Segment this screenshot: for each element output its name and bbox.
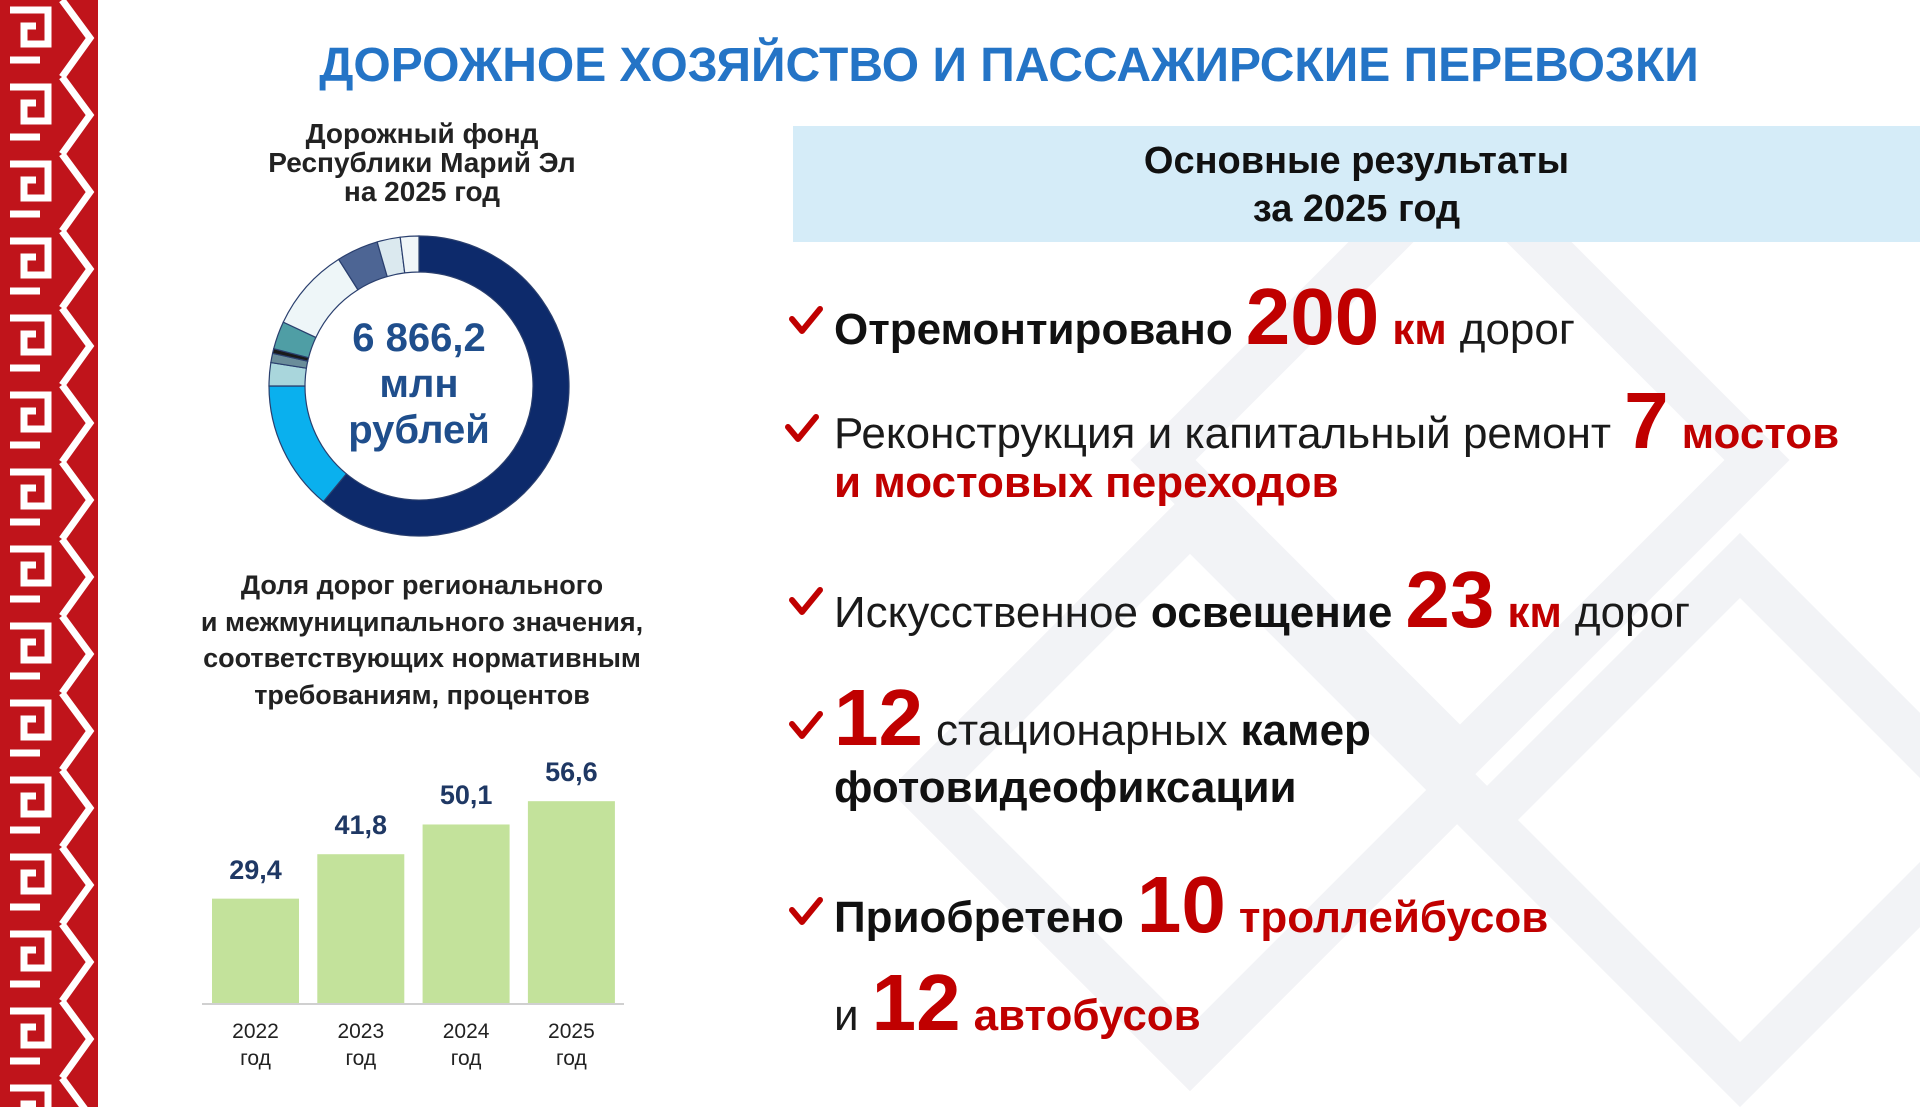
bar — [212, 898, 299, 1004]
chart-title: Республики Марий Эл — [268, 147, 576, 178]
result-text: км — [1507, 588, 1562, 637]
chart-title: на 2025 год — [343, 176, 501, 207]
center-text: 6 866,2 — [352, 316, 486, 360]
bar — [422, 824, 510, 1004]
result-text: дорог — [1459, 305, 1575, 354]
result-text: Отремонтировано — [834, 305, 1233, 354]
bar — [527, 801, 615, 1004]
donut-segment — [399, 235, 420, 274]
result-text: и мостовых переходов — [834, 458, 1339, 507]
result-line: Приобретено 10 троллейбусов — [834, 857, 1548, 953]
result-text: мостов — [1681, 409, 1840, 458]
x-tick-label: 2025 год — [548, 1020, 595, 1070]
value-label: 50,1 — [439, 780, 493, 811]
result-text: Реконструкция и капитальный ремонт — [834, 409, 1612, 458]
chart-title: Доля дорог регионального — [240, 570, 604, 600]
check-icon — [789, 587, 823, 615]
result-text: 12 — [871, 958, 961, 1047]
check-icon — [789, 711, 823, 739]
center-text: млн — [379, 362, 459, 406]
result-text: 200 — [1245, 272, 1380, 361]
check-icon — [789, 306, 823, 334]
ornament-strip — [0, 0, 98, 1107]
center-text: рублей — [348, 408, 490, 452]
result-text: камер — [1240, 706, 1371, 755]
result-text: Приобретено — [834, 893, 1124, 942]
result-line: Реконструкция и капитальный ремонт 7 мосто… — [834, 373, 1839, 469]
result-line: фотовидеофиксации — [834, 740, 1297, 836]
result-text: 7 — [1624, 376, 1669, 465]
result-text: троллейбусов — [1238, 893, 1549, 942]
result-text: 23 — [1405, 555, 1495, 644]
x-tick-label: 2022 год — [232, 1020, 279, 1070]
chart-title: соответствующих нормативным — [203, 643, 641, 673]
result-text: автобусов — [973, 991, 1201, 1040]
result-line: Искусственное освещение 23 км дорог — [834, 552, 1690, 648]
result-text: и — [834, 991, 859, 1040]
x-tick-label: 2023 год — [337, 1020, 385, 1070]
value-label: 29,4 — [229, 854, 282, 885]
chart-title: Дорожный фонд — [305, 118, 539, 149]
results-title: Основные результаты — [1143, 140, 1570, 182]
page-title: ДОРОЖНОЕ ХОЗЯЙСТВО И ПАССАЖИРСКИЕ ПЕРЕВО… — [319, 39, 1699, 92]
bar — [317, 854, 405, 1004]
result-text: фотовидеофиксации — [834, 763, 1297, 812]
result-text: стационарных — [935, 706, 1228, 755]
result-line: и мостовых переходов — [834, 435, 1339, 531]
chart-title: требованиям, процентов — [254, 679, 590, 710]
result-text: км — [1392, 305, 1447, 354]
chart-title: и межмуниципального значения, — [200, 606, 644, 637]
check-icon — [789, 897, 823, 925]
result-line: 12 стационарных камер — [834, 670, 1371, 766]
x-tick-label: 2024 год — [442, 1020, 490, 1070]
result-line: и 12 автобусов — [834, 955, 1201, 1051]
value-label: 41,8 — [334, 810, 388, 841]
results-header-box — [793, 126, 1920, 242]
results-title: за 2025 год — [1252, 188, 1461, 230]
result-text: Искусственное — [834, 588, 1138, 637]
result-text: 12 — [834, 673, 923, 762]
result-text: 10 — [1136, 860, 1226, 949]
result-text: освещение — [1150, 588, 1393, 637]
check-icon — [785, 414, 819, 442]
result-line: Отремонтировано 200 км дорог — [834, 269, 1575, 365]
value-label: 56,6 — [545, 757, 598, 788]
donut-segment — [322, 235, 570, 537]
result-text: дорог — [1574, 588, 1691, 637]
